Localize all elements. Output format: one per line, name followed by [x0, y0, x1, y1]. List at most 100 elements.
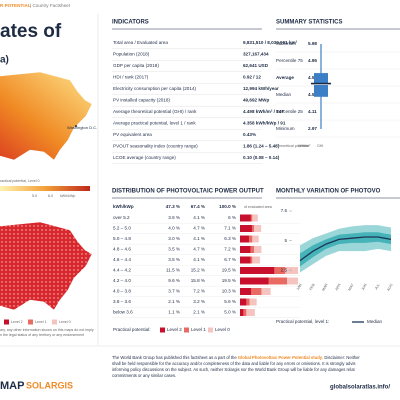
- indicator-label: Average theoretical potential (GHI) / ra…: [113, 109, 197, 114]
- indicator-label: Average practical potential, level 1 / r…: [113, 121, 196, 126]
- dist-value: 9.6 %: [168, 278, 180, 283]
- indicator-value: 1.86 (1.24 – 5.48): [243, 144, 280, 149]
- stat-value: 4.11: [308, 109, 317, 114]
- dist-bar: [240, 225, 252, 232]
- indicator-value: 0.10 (0.08 – 0.14): [243, 155, 280, 160]
- x-tick-label: FEB: [309, 282, 316, 291]
- dist-value: 7.2 %: [193, 289, 205, 294]
- indicator-value: 327,167,434: [243, 52, 269, 57]
- x-tick-label: AUG: [386, 283, 393, 292]
- potential-map: [0, 221, 93, 311]
- doc-kind: | Country Factsheet: [30, 3, 71, 8]
- footer-link: Global Photovoltaic Power Potential stud…: [238, 355, 323, 360]
- dist-value: 15.2 %: [191, 268, 205, 273]
- legend-entry: Level 0: [59, 320, 71, 324]
- dist-value: 6 %: [228, 215, 236, 220]
- dist-value: 11.5 %: [166, 268, 180, 273]
- footer-line: shall be held responsible for the accura…: [112, 361, 355, 366]
- map-scale: [0, 186, 90, 191]
- dist-value: 4.1 %: [193, 257, 205, 262]
- stat-label: Maximum: [276, 41, 296, 46]
- logo: SOLARGIS: [26, 380, 73, 390]
- dist-bar: [240, 298, 247, 306]
- map-legend: Level 2 Level 1 Level 0: [4, 319, 71, 325]
- indicator-value: 0.92 / 12: [243, 75, 261, 80]
- dist-value: 3.2 %: [193, 299, 205, 304]
- scale-label: kWh/kWp: [60, 194, 75, 198]
- x-tick-label: MAY: [347, 282, 355, 291]
- inner-band: [300, 232, 391, 267]
- dist-value: 19.5 %: [222, 278, 236, 283]
- stat-label: Average: [276, 75, 294, 80]
- section-title: MONTHLY VARIATION OF PHOTOVO: [276, 189, 381, 195]
- y-tick-label: 7.5: [281, 208, 288, 213]
- x-tick-label: APR: [335, 283, 342, 292]
- title: ates of: [0, 21, 62, 42]
- indicator-label: Population (2018): [113, 52, 150, 57]
- footer-text: . Disclaimer: Neither: [322, 355, 360, 360]
- dist-bar: [240, 214, 251, 222]
- indicator-label: HDI / rank (2017): [113, 75, 149, 80]
- dist-total: 47.3 %: [166, 204, 180, 209]
- indicator-label: PV equivalent area: [113, 132, 152, 137]
- dist-value: 1.1 %: [168, 310, 180, 315]
- y-tick-label: 2.5: [281, 267, 288, 272]
- stat-label: Minimum: [276, 126, 295, 131]
- dist-bar: [240, 309, 255, 316]
- dist-value: 4.0 %: [168, 226, 180, 231]
- indicator-value: 49,692 MWp: [243, 98, 269, 103]
- dist-category: over 5.2: [113, 215, 130, 220]
- dist-category: 5.0 – 4.8: [113, 236, 131, 241]
- capital-dot: [75, 125, 77, 127]
- stat-value: 4.54: [308, 92, 317, 97]
- indicator-label: Total area / Evaluated area: [113, 40, 168, 45]
- indicator-value: 4.358 kWh/kWp / 91: [243, 121, 286, 126]
- indicator-value: 4.498 kWh/m² / 147: [243, 109, 284, 114]
- footer-line: informing policy discussions on the subj…: [112, 367, 356, 372]
- legend-entry: Level 2: [11, 320, 23, 324]
- dist-bar: [240, 235, 249, 243]
- dist-value: 2.1 %: [168, 299, 180, 304]
- dist-category: 5.2 – 5.0: [113, 226, 131, 231]
- dist-category: below 3.6: [113, 310, 133, 315]
- legend-swatch: [4, 319, 9, 325]
- dist-value: 7.2 %: [224, 247, 236, 252]
- dist-category: 4.0 – 3.8: [113, 289, 131, 294]
- dist-value: 10.3 %: [222, 289, 236, 294]
- dist-value: 3.5 %: [168, 257, 180, 262]
- section-title: DISTRIBUTION OF PHOTOVOLTAIC POWER OUTPU…: [112, 189, 264, 195]
- legend-entry: Level 1: [35, 320, 47, 324]
- dist-value: 6.3 %: [224, 236, 236, 241]
- legend-entry: Level 2: [167, 327, 182, 332]
- capital-label: Washington D.C.: [67, 125, 97, 130]
- dist-total: 67.4 %: [191, 204, 205, 209]
- legend-entry: Median: [367, 319, 383, 324]
- indicator-label: GDP per capita (2018): [113, 63, 159, 68]
- map-disclaimer: n the legal status of any territory or a…: [0, 333, 84, 337]
- dist-value: 19.5 %: [222, 268, 236, 273]
- indicator-value: 9,831,510 / 8,039,961 km²: [243, 40, 298, 45]
- url: globalsolaratlas.info/: [330, 385, 390, 391]
- map-legend-title: ractical potential, Level 0: [0, 179, 40, 183]
- dist-value: 2.1 %: [193, 310, 205, 315]
- y-tick-label: 5: [284, 238, 287, 243]
- subtitle: a): [0, 55, 9, 66]
- logo: MAP: [0, 380, 24, 392]
- dist-value: 4.7 %: [193, 226, 205, 231]
- footer-line: The World Bank Group has published this …: [112, 355, 360, 360]
- stat-label: Percentile 25: [276, 109, 303, 114]
- scale-label: 6.0: [48, 194, 53, 198]
- legend-swatch: [208, 327, 213, 333]
- dist-bar: [240, 256, 251, 264]
- x-tick-label: JAN: [296, 283, 303, 291]
- dist-bar: [240, 246, 251, 253]
- dist-value: 3.6 %: [168, 215, 180, 220]
- dist-category: 4.8 – 4.6: [113, 247, 131, 252]
- map-disclaimer: ary, any other information shown on this…: [0, 328, 94, 332]
- dist-unit: kWh/kWp: [113, 204, 134, 209]
- dist-value: 3.5 %: [168, 247, 180, 252]
- stat-value: 2.97: [308, 126, 317, 131]
- stat-value: 4.58: [308, 75, 317, 80]
- indicator-label: Electricity consumption per capita (2014…: [113, 86, 196, 91]
